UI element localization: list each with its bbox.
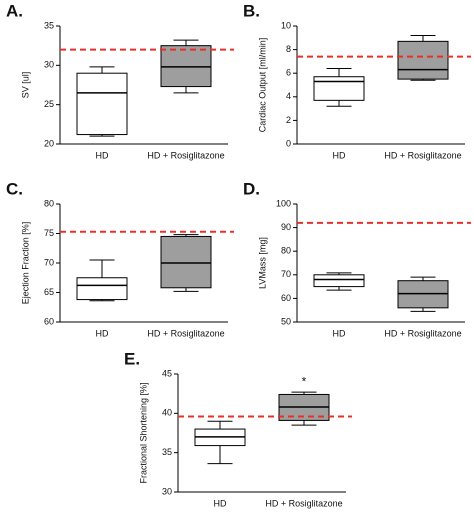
x-tick-label: HD + Rosiglitazone	[384, 150, 461, 160]
y-tick-label: 60	[281, 293, 291, 303]
box	[76, 72, 128, 136]
annotation: *	[302, 374, 307, 388]
box	[397, 40, 449, 80]
y-tick-label: 30	[44, 60, 54, 70]
x-tick-label: HD + Rosiglitazone	[147, 150, 224, 160]
y-tick-label: 70	[44, 257, 54, 267]
x-tick-label: HD + Rosiglitazone	[265, 498, 342, 508]
y-tick-label: 0	[286, 138, 291, 148]
box	[313, 274, 365, 288]
y-tick-label: 30	[162, 486, 172, 496]
y-tick-label: 45	[162, 368, 172, 378]
y-tick-label: 75	[44, 228, 54, 238]
x-tick-label: HD + Rosiglitazone	[384, 328, 461, 338]
y-tick-label: 60	[44, 316, 54, 326]
y-tick-label: 6	[286, 68, 291, 78]
panel-label: A.	[6, 1, 23, 20]
y-tick-label: 80	[44, 198, 54, 208]
y-axis-label: Fractional Shortening [%]	[138, 382, 148, 483]
y-tick-label: 20	[44, 138, 54, 148]
panel-label: E.	[124, 349, 140, 368]
y-tick-label: 100	[276, 198, 291, 208]
y-axis-label: SV [ul]	[20, 72, 30, 99]
panel-label: D.	[243, 179, 260, 198]
y-tick-label: 35	[162, 447, 172, 457]
y-axis-label: Cardiac Output [ml/min]	[257, 38, 267, 133]
y-tick-label: 2	[286, 115, 291, 125]
y-tick-label: 80	[281, 246, 291, 256]
x-tick-label: HD	[333, 150, 346, 160]
panel-label: B.	[243, 1, 260, 20]
x-tick-label: HD	[333, 328, 346, 338]
y-tick-label: 4	[286, 91, 291, 101]
x-tick-label: HD	[214, 498, 227, 508]
y-tick-label: 40	[162, 408, 172, 418]
y-tick-label: 90	[281, 222, 291, 232]
box	[76, 277, 128, 301]
y-tick-label: 25	[44, 99, 54, 109]
y-tick-label: 50	[281, 316, 291, 326]
x-tick-label: HD	[96, 150, 109, 160]
box	[313, 76, 365, 101]
box	[160, 235, 212, 289]
box	[160, 45, 212, 88]
y-tick-label: 35	[44, 20, 54, 30]
y-axis-label: Ejection Fraction [%]	[20, 222, 30, 305]
y-tick-label: 8	[286, 44, 291, 54]
y-axis-label: LVMass [mg]	[257, 237, 267, 289]
x-tick-label: HD	[96, 328, 109, 338]
panel-label: C.	[6, 179, 23, 198]
y-tick-label: 70	[281, 269, 291, 279]
y-tick-label: 65	[44, 287, 54, 297]
y-tick-label: 10	[281, 20, 291, 30]
x-tick-label: HD + Rosiglitazone	[147, 328, 224, 338]
